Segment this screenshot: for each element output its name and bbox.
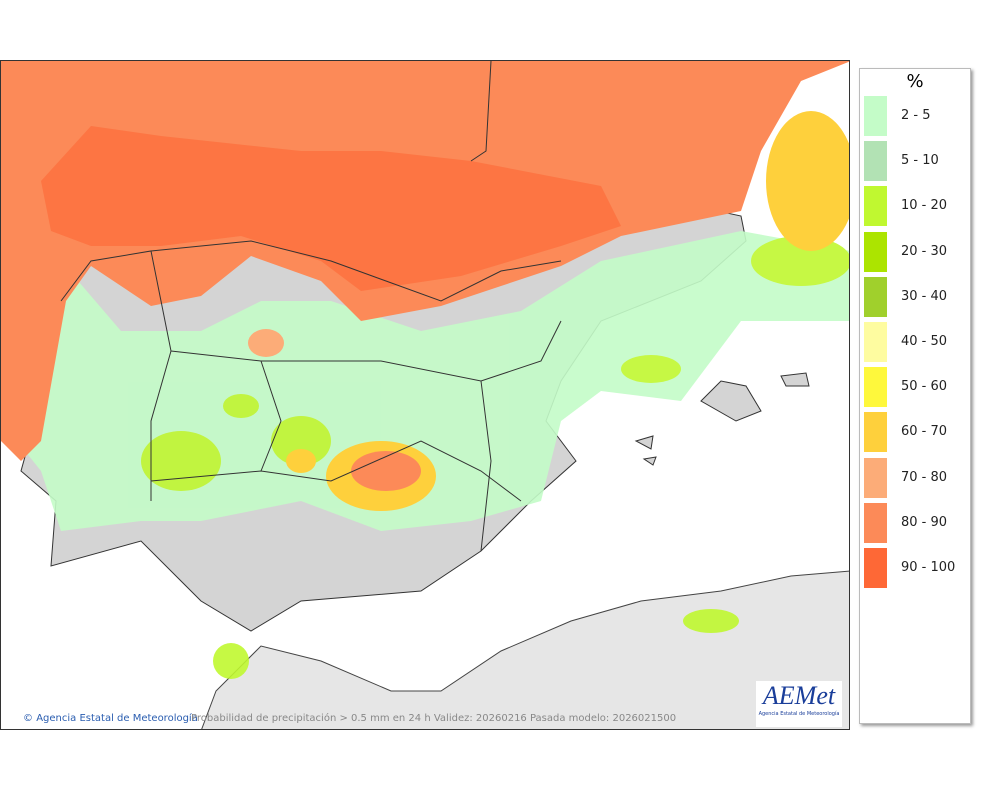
balearic-islands [634, 372, 810, 466]
probability-very-high [41, 126, 621, 291]
legend-label: 20 - 30 [901, 243, 948, 259]
logo-text: AEMet [762, 681, 836, 710]
aemet-logo: AEMet Agencia Estatal de Meteorología [756, 681, 842, 727]
legend-label: 80 - 90 [901, 514, 948, 530]
legend-swatch [864, 186, 887, 227]
legend-swatch [864, 367, 887, 408]
legend-swatch [864, 548, 887, 588]
probability-mid-patch [766, 111, 849, 251]
credit-text: Agencia Estatal de Meteorología [36, 713, 198, 724]
probability-mid-patch [248, 329, 284, 357]
legend-item: 2 - 5 [864, 96, 968, 136]
legend-swatch [864, 322, 887, 362]
legend-item: 90 - 100 [864, 548, 968, 588]
legend-item: 60 - 70 [864, 412, 968, 453]
africa-land [201, 570, 849, 729]
legend-item: 40 - 50 [864, 322, 968, 362]
legend-item: 30 - 40 [864, 276, 968, 317]
probability-mid-patch [286, 449, 316, 473]
precipitation-map: © Agencia Estatal de Meteorología Probab… [0, 60, 850, 730]
legend-item: 70 - 80 [864, 457, 968, 498]
legend-item: 50 - 60 [864, 367, 968, 408]
legend-label: 30 - 40 [901, 288, 948, 304]
legend-label: 90 - 100 [901, 560, 956, 575]
legend-item: 5 - 10 [864, 141, 968, 182]
legend-swatch [864, 502, 887, 543]
legend-label: 60 - 70 [901, 424, 948, 440]
legend-label: 10 - 20 [901, 198, 948, 214]
map-caption: Probabilidad de precipitación > 0.5 mm e… [191, 713, 677, 724]
legend-label: 50 - 60 [901, 379, 948, 395]
legend-swatch [864, 276, 887, 317]
legend-swatch [864, 412, 887, 453]
legend-swatch [864, 96, 887, 136]
legend-title: % [906, 71, 924, 92]
probability-low [1, 231, 849, 679]
legend: % 2 - 5 5 - 10 10 - 20 20 - 30 30 - 40 40 - 5… [859, 68, 971, 724]
legend-item: 80 - 90 [864, 502, 968, 543]
legend-label: 40 - 50 [901, 334, 948, 349]
legend-item: 10 - 20 [864, 186, 968, 227]
legend-swatch [864, 231, 887, 272]
legend-label: 2 - 5 [901, 108, 931, 123]
copyright-credit: © Agencia Estatal de Meteorología [23, 713, 198, 724]
legend-label: 70 - 80 [901, 469, 948, 485]
legend-item: 20 - 30 [864, 231, 968, 272]
legend-swatch [864, 141, 887, 182]
legend-swatch [864, 457, 887, 498]
probability-high-patch [351, 451, 421, 491]
legend-label: 5 - 10 [901, 153, 939, 169]
region-borders [60, 61, 562, 552]
map-canvas [1, 61, 849, 729]
logo-subtext: Agencia Estatal de Meteorología [758, 711, 840, 717]
